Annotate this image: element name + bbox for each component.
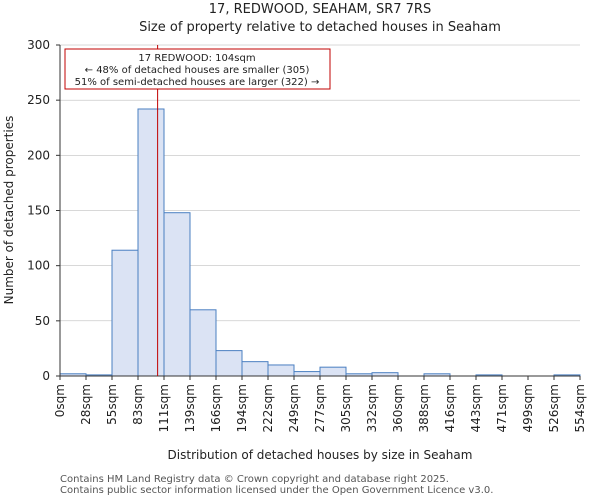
footer-line-2: Contains public sector information licen… [60, 485, 494, 496]
x-tick-label: 332sqm [365, 384, 379, 432]
annotation-border [64, 48, 331, 90]
x-tick-label: 139sqm [183, 384, 197, 432]
histogram-bar [267, 364, 295, 377]
y-tick-label: 200 [27, 148, 50, 162]
x-tick-label: 277sqm [313, 384, 327, 432]
x-tick-label: 305sqm [339, 384, 353, 432]
y-tick-label: 0 [42, 369, 50, 383]
y-tick-label: 250 [27, 93, 50, 107]
chart-subtitle: Size of property relative to detached ho… [139, 20, 501, 35]
x-tick-label: 194sqm [235, 384, 249, 432]
annotation-line-2: ← 48% of detached houses are smaller (30… [85, 65, 310, 76]
histogram-bar [241, 361, 269, 377]
y-tick-label: 50 [35, 314, 50, 328]
histogram-bar [137, 108, 165, 377]
x-tick-label: 499sqm [521, 384, 535, 432]
bars-layer [59, 108, 581, 377]
x-tick-label: 554sqm [573, 384, 587, 432]
x-ticks: 0sqm 28sqm 55sqm 83sqm 111sqm 139sqm 166sqm 194… [53, 376, 587, 432]
histogram-bar [189, 309, 217, 377]
histogram-bar [293, 371, 321, 377]
histogram-bar [163, 212, 191, 377]
histogram-bar [215, 350, 243, 377]
annotation-line-3: 51% of semi-detached houses are larger (… [75, 77, 320, 88]
x-axis-label: Distribution of detached houses by size … [168, 448, 473, 462]
annotation-line-1: 17 REDWOOD: 104sqm [138, 53, 255, 64]
annotation-box: 17 REDWOOD: 104sqm ← 48% of detached hou… [64, 48, 331, 90]
histogram-bar [319, 366, 347, 377]
x-tick-label: 111sqm [157, 384, 171, 432]
x-tick-label: 471sqm [495, 384, 509, 432]
x-tick-label: 28sqm [79, 384, 93, 425]
x-tick-label: 416sqm [443, 384, 457, 432]
x-tick-label: 83sqm [131, 384, 145, 425]
x-tick-label: 55sqm [105, 384, 119, 425]
x-tick-label: 166sqm [209, 384, 223, 432]
x-tick-label: 526sqm [547, 384, 561, 432]
x-tick-label: 388sqm [417, 384, 431, 432]
y-tick-label: 150 [27, 204, 50, 218]
x-tick-label: 249sqm [287, 384, 301, 432]
histogram-bar [111, 249, 139, 377]
x-tick-label: 443sqm [469, 384, 483, 432]
x-tick-label: 0sqm [53, 384, 67, 417]
x-tick-label: 360sqm [391, 384, 405, 432]
y-ticks: 0 50 100 150 200 250 300 [27, 38, 60, 383]
y-tick-label: 300 [27, 38, 50, 52]
x-tick-label: 222sqm [261, 384, 275, 432]
y-tick-label: 100 [27, 259, 50, 273]
footer-line-1: Contains HM Land Registry data © Crown c… [60, 474, 449, 485]
chart-title: 17, REDWOOD, SEAHAM, SR7 7RS [209, 2, 431, 17]
y-axis-label: Number of detached properties [2, 116, 16, 305]
